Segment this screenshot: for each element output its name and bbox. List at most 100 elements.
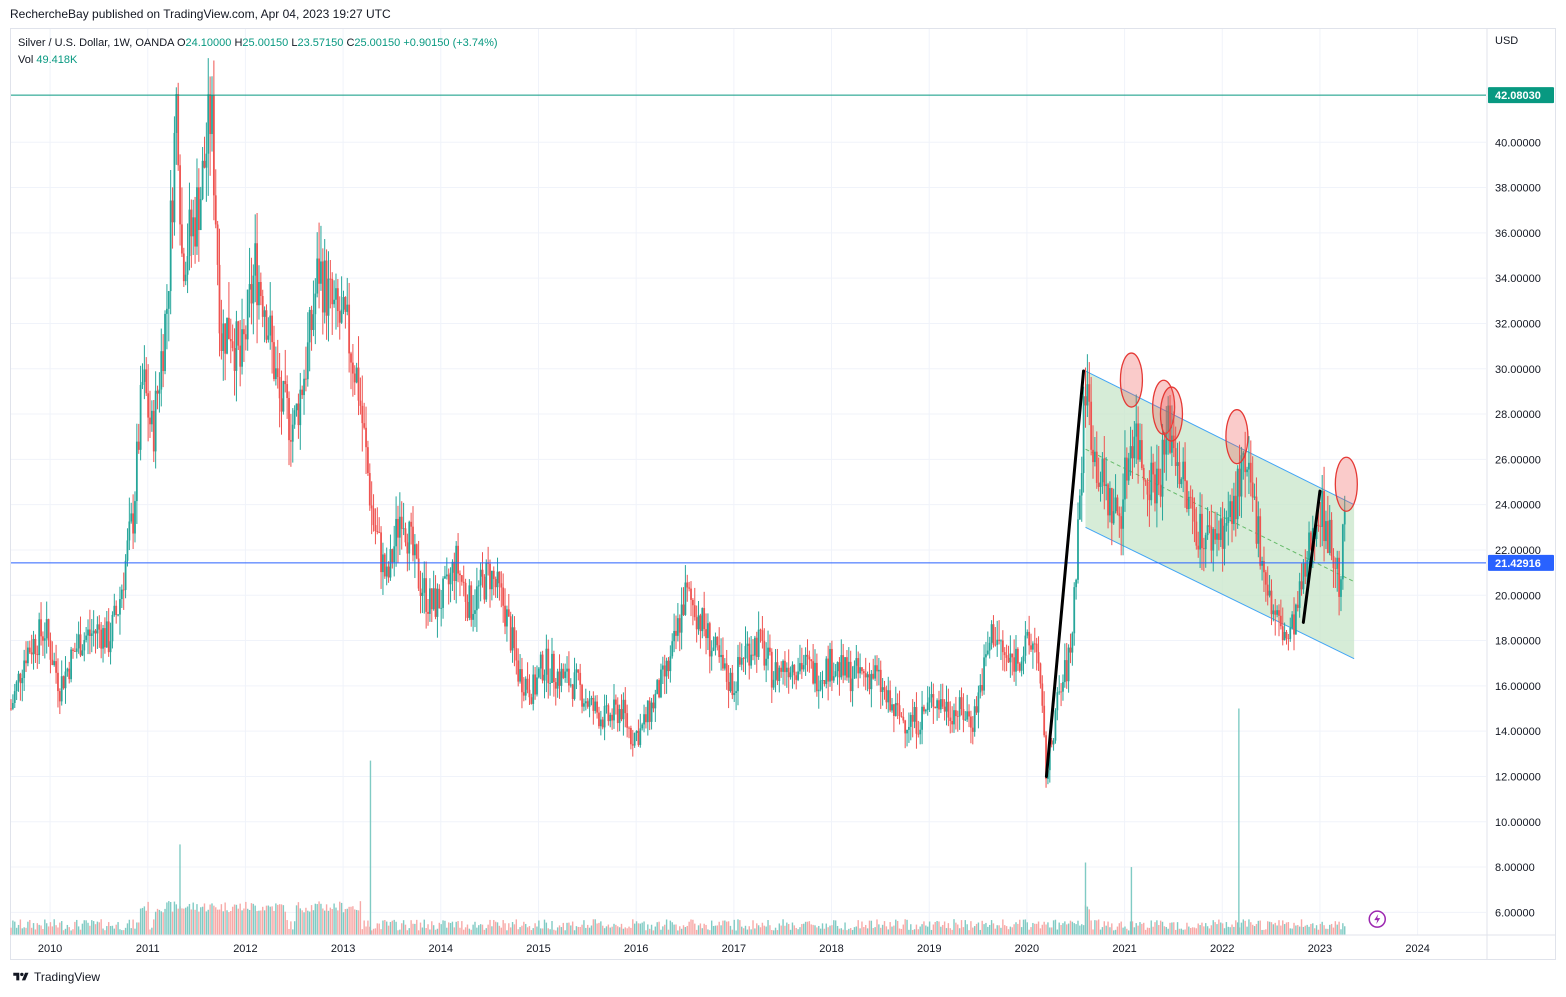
volume-bar (1152, 926, 1154, 935)
candle-body (1216, 533, 1218, 540)
volume-bar (705, 924, 707, 935)
volume-bar (688, 921, 690, 935)
horizontal-levels[interactable]: 42.08030 21.42916 (11, 87, 1554, 571)
volume-bar (1212, 920, 1214, 935)
candle-body (885, 689, 888, 703)
candle-body (329, 278, 332, 280)
trend-line[interactable] (1301, 489, 1322, 624)
time-axis[interactable]: 2010 2011 2012 2013 2014 2015 2016 2017 2018 2019… (38, 943, 1430, 955)
trend-line[interactable] (1044, 369, 1086, 778)
volume-bar (376, 923, 379, 935)
volume-bar (1002, 919, 1004, 935)
volume-bar (370, 930, 373, 935)
candle-body (1015, 648, 1017, 672)
candle-body (1159, 484, 1162, 497)
volume-bar (1067, 923, 1070, 935)
price-tick-label: 26.00000 (1495, 454, 1541, 466)
channel-lower-line[interactable] (1085, 526, 1355, 660)
candle-body (695, 617, 698, 630)
highlight-circles[interactable] (1119, 352, 1358, 512)
volume-bar (45, 923, 48, 935)
candle-body (350, 353, 352, 363)
tradingview-brand[interactable]: TradingView (12, 970, 100, 984)
volume-bar (793, 925, 796, 935)
candle-body (357, 367, 360, 401)
candle-body (370, 505, 373, 509)
candle-body (504, 605, 506, 627)
volume-bar (367, 920, 369, 935)
volume-bar (513, 924, 516, 935)
candle-body (77, 634, 80, 649)
volume-bar (1174, 929, 1177, 935)
channel-upper-line[interactable] (1085, 370, 1355, 506)
volume-bar (763, 925, 765, 935)
volume-bar (930, 929, 933, 935)
volume-bar (1109, 927, 1111, 935)
trend-lines[interactable] (1044, 369, 1322, 778)
volume-bar (1176, 922, 1179, 935)
candle-body (911, 714, 914, 722)
time-tick-label: 2024 (1405, 943, 1429, 955)
volume-bar (1184, 929, 1186, 935)
highlight-circle[interactable] (1159, 386, 1184, 442)
volume-bar (387, 925, 390, 935)
candle-body (299, 389, 302, 426)
candle-body (996, 639, 999, 645)
volume-bar (1101, 927, 1104, 935)
price-axis[interactable]: 6.00000 8.00000 10.00000 12.00000 14.00000 16… (1495, 35, 1541, 919)
volume-bar (231, 906, 234, 935)
candle-body (335, 288, 337, 300)
volume-bar (958, 928, 961, 935)
volume-bar (145, 910, 147, 935)
highlight-circle[interactable] (1225, 409, 1249, 465)
volume-bar (395, 921, 397, 935)
volume-bar (205, 911, 208, 935)
volume-bar (23, 927, 25, 935)
candle-body (90, 633, 93, 637)
candle-body (1202, 548, 1205, 550)
candle-body (429, 588, 431, 614)
volume-bar (846, 930, 848, 935)
candle-body (109, 641, 112, 653)
candle-body (1283, 631, 1286, 641)
volume-bar (928, 921, 931, 935)
candle-body (633, 732, 636, 746)
candle-body (1056, 692, 1059, 711)
volume-bar (414, 923, 416, 935)
highlight-circle[interactable] (1119, 352, 1144, 408)
candle-body (445, 574, 448, 577)
candle-body (1291, 614, 1294, 628)
time-tick-label: 2016 (624, 943, 648, 955)
volume-bar (468, 928, 471, 935)
candle-body (25, 660, 27, 664)
candle-body (1206, 525, 1209, 536)
candle-body (359, 400, 362, 406)
candle-body (970, 716, 972, 728)
volume-bar (397, 930, 399, 935)
volume-bar (733, 919, 735, 935)
volume-bar (613, 923, 615, 935)
candle-body (577, 669, 580, 673)
volume-bar (147, 901, 149, 935)
volume-bar (51, 926, 54, 935)
volume-bar (186, 906, 189, 935)
volume-bar (519, 927, 521, 935)
volume-bar (547, 928, 549, 935)
candle-body (1011, 653, 1014, 658)
candle-body (1197, 545, 1200, 550)
volume-bar (237, 908, 239, 935)
volume-bar (14, 921, 16, 935)
highlight-circle[interactable] (1334, 456, 1358, 512)
candle-body (1225, 523, 1228, 526)
symbol-title[interactable]: Silver / U.S. Dollar, 1W, OANDA (18, 37, 174, 49)
volume-bar (975, 923, 978, 935)
volume-bar (102, 928, 104, 935)
volume-bar (254, 905, 256, 935)
candle-body (1155, 468, 1158, 504)
volume-bar (250, 903, 253, 935)
candle-body (866, 674, 869, 678)
volume-bar (778, 923, 781, 935)
volume-bar (149, 929, 151, 935)
candle-body (55, 661, 57, 673)
